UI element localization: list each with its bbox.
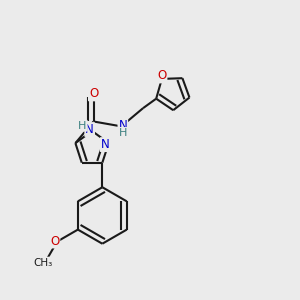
Text: N: N [118,119,127,132]
Text: H: H [78,121,87,131]
Text: N: N [85,123,94,136]
Text: CH₃: CH₃ [34,257,53,268]
Text: O: O [157,69,167,82]
Text: N: N [101,138,110,151]
Text: O: O [50,235,59,248]
Text: O: O [89,87,98,101]
Text: H: H [118,128,127,138]
